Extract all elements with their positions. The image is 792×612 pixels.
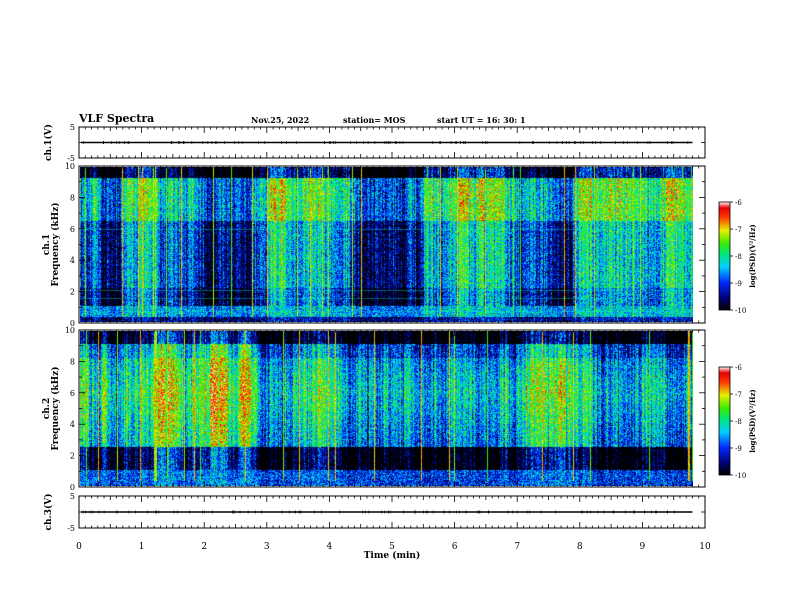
x-tick-label: 8 bbox=[577, 542, 583, 552]
x-tick-label: 1 bbox=[139, 542, 145, 552]
colorbar-tick-label: -6 bbox=[735, 364, 742, 372]
y-tick-label: 6 bbox=[70, 225, 75, 234]
y-tick-label: 8 bbox=[70, 193, 75, 202]
y-axis-label: Frequency (kHz) bbox=[50, 366, 61, 450]
panel-frame bbox=[79, 166, 705, 323]
x-tick-label: 0 bbox=[76, 542, 82, 552]
panel-frame bbox=[79, 330, 705, 487]
colorbar-tick-label: -7 bbox=[735, 226, 742, 234]
x-tick-label: 3 bbox=[264, 542, 270, 552]
x-tick-label: 6 bbox=[452, 542, 458, 552]
x-tick-label: 2 bbox=[201, 542, 207, 552]
colorbar-tick-label: -8 bbox=[735, 418, 742, 426]
y-tick-label: 4 bbox=[70, 256, 75, 265]
y-axis-label: ch.3(V) bbox=[43, 494, 54, 531]
colorbar-tick-label: -7 bbox=[735, 391, 742, 399]
y-axis-label: Frequency (kHz) bbox=[50, 202, 61, 286]
axes-overlay: 5-5ch.1(V)0246810ch.1 Frequency (kHz)0246… bbox=[0, 0, 792, 612]
colorbar-tick-label: -6 bbox=[735, 199, 742, 207]
y-tick-label: 5 bbox=[70, 492, 75, 501]
y-tick-label: 10 bbox=[65, 326, 75, 335]
y-tick-label: 4 bbox=[70, 420, 75, 429]
y-tick-label: 0 bbox=[70, 483, 75, 492]
x-axis-title: Time (min) bbox=[364, 550, 421, 561]
colorbar-frame bbox=[719, 367, 730, 475]
y-tick-label: 6 bbox=[70, 389, 75, 398]
x-tick-label: 9 bbox=[640, 542, 646, 552]
x-tick-label: 4 bbox=[327, 542, 333, 552]
colorbar-tick-label: -9 bbox=[735, 445, 742, 453]
colorbar-label: log(PSD)(V²/Hz) bbox=[748, 389, 757, 453]
y-tick-label: 10 bbox=[65, 162, 75, 171]
colorbar-tick-label: -10 bbox=[735, 307, 746, 315]
y-tick-label: 8 bbox=[70, 357, 75, 366]
x-tick-label: 7 bbox=[514, 542, 520, 552]
colorbar-tick-label: -8 bbox=[735, 253, 742, 261]
x-tick-label: 10 bbox=[699, 542, 711, 552]
colorbar-tick-label: -10 bbox=[735, 472, 746, 480]
y-tick-label: -5 bbox=[67, 524, 75, 533]
y-tick-label: 5 bbox=[70, 123, 75, 132]
y-axis-label: ch.1(V) bbox=[43, 124, 54, 161]
colorbar-frame bbox=[719, 202, 730, 310]
colorbar-label: log(PSD)(V²/Hz) bbox=[748, 224, 757, 288]
y-tick-label: 2 bbox=[70, 452, 75, 461]
colorbar-tick-label: -9 bbox=[735, 280, 742, 288]
y-tick-label: 2 bbox=[70, 288, 75, 297]
